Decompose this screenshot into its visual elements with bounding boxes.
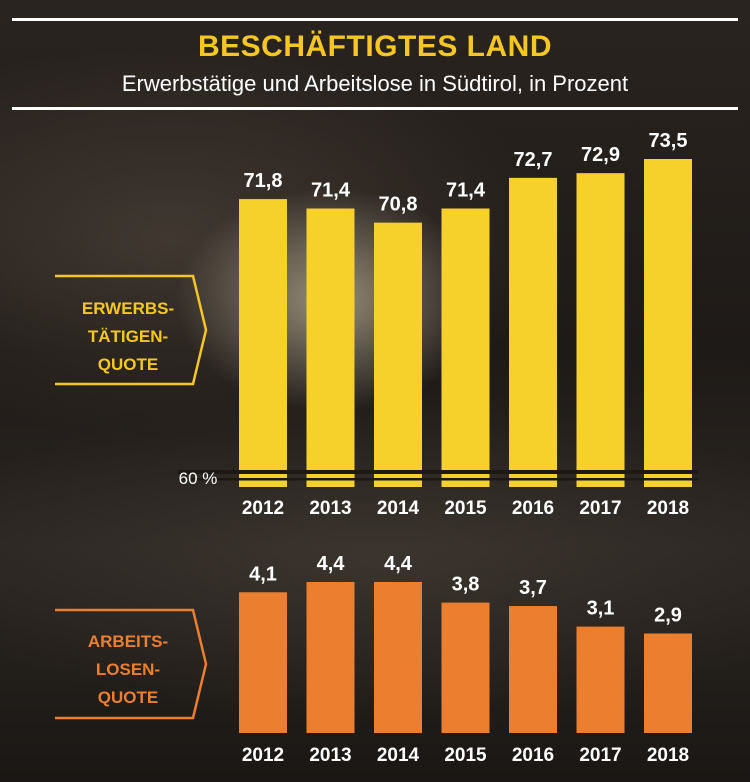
employment-value-label: 71,8 (244, 170, 283, 192)
employment-year-label: 2017 (579, 498, 621, 519)
unemployment-label-bracket (55, 608, 208, 720)
unemployment-bar-2012 (239, 592, 287, 733)
employment-value-label: 72,7 (514, 149, 553, 171)
unemployment-year-label: 2018 (647, 745, 689, 766)
unemployment-year-label: 2017 (579, 745, 621, 766)
axis-break-line (178, 470, 698, 474)
employment-bar-2012 (239, 199, 287, 488)
employment-bar-2017 (576, 173, 625, 487)
chart-title: BESCHÄFTIGTES LAND (198, 30, 552, 63)
employment-year-label: 2018 (647, 498, 689, 519)
unemployment-series-label: QUOTE (98, 688, 158, 707)
unemployment-value-label: 2,9 (654, 604, 682, 626)
unemployment-bar-2018 (644, 633, 692, 733)
employment-bar-2016 (509, 177, 557, 487)
unemployment-value-label: 4,1 (249, 563, 277, 585)
unemployment-year-label: 2013 (309, 745, 351, 766)
employment-year-label: 2015 (444, 498, 487, 519)
employment-value-label: 71,4 (311, 180, 351, 202)
employment-bar-2014 (374, 222, 422, 487)
employment-bar-2015 (441, 208, 490, 487)
unemployment-value-label: 3,8 (452, 574, 480, 596)
unemployment-value-label: 3,7 (519, 577, 547, 599)
unemployment-bar-2014 (374, 582, 422, 733)
employment-bar-2013 (306, 208, 355, 487)
employment-year-label: 2016 (512, 498, 554, 519)
top-rule (12, 18, 738, 21)
employment-year-label: 2013 (309, 498, 351, 519)
unemployment-year-label: 2015 (444, 745, 487, 766)
unemployment-year-label: 2012 (242, 745, 284, 766)
header-rule (12, 107, 738, 110)
unemployment-value-label: 4,4 (317, 553, 346, 575)
employment-series-label: ERWERBS- (82, 299, 174, 318)
employment-value-label: 73,5 (649, 130, 688, 152)
unemployment-bar-2016 (509, 606, 557, 733)
baseline-label: 60 % (179, 469, 218, 488)
employment-series-label: QUOTE (98, 355, 158, 374)
employment-year-label: 2012 (242, 498, 284, 519)
unemployment-year-label: 2014 (377, 745, 420, 766)
unemployment-series-label: ARBEITS- (88, 632, 168, 651)
unemployment-bar-2017 (576, 626, 625, 733)
axis-break-line (178, 478, 698, 481)
unemployment-value-label: 3,1 (587, 598, 615, 620)
employment-value-label: 72,9 (581, 144, 620, 166)
unemployment-value-label: 4,4 (384, 553, 413, 575)
employment-value-label: 71,4 (446, 180, 486, 202)
unemployment-series-label: LOSEN- (96, 660, 160, 679)
employment-series-label: TÄTIGEN- (88, 327, 168, 346)
employment-value-label: 70,8 (379, 194, 418, 216)
unemployment-bar-2013 (306, 582, 355, 733)
employment-label-bracket (55, 274, 208, 386)
unemployment-year-label: 2016 (512, 745, 554, 766)
chart-subtitle: Erwerbstätige und Arbeitslose in Südtiro… (121, 71, 629, 96)
employment-year-label: 2014 (377, 498, 420, 519)
unemployment-bar-2015 (441, 602, 490, 733)
employment-bar-2018 (644, 159, 692, 487)
